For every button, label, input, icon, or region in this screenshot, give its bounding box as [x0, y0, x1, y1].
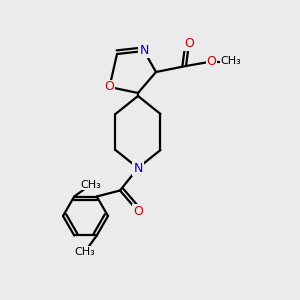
Text: CH₃: CH₃	[80, 179, 101, 190]
Text: O: O	[105, 80, 114, 94]
Text: CH₃: CH₃	[220, 56, 242, 67]
Text: O: O	[207, 55, 216, 68]
Text: O: O	[184, 37, 194, 50]
Text: CH₃: CH₃	[74, 247, 95, 257]
Text: N: N	[139, 44, 149, 58]
Text: N: N	[133, 161, 143, 175]
Text: O: O	[133, 205, 143, 218]
